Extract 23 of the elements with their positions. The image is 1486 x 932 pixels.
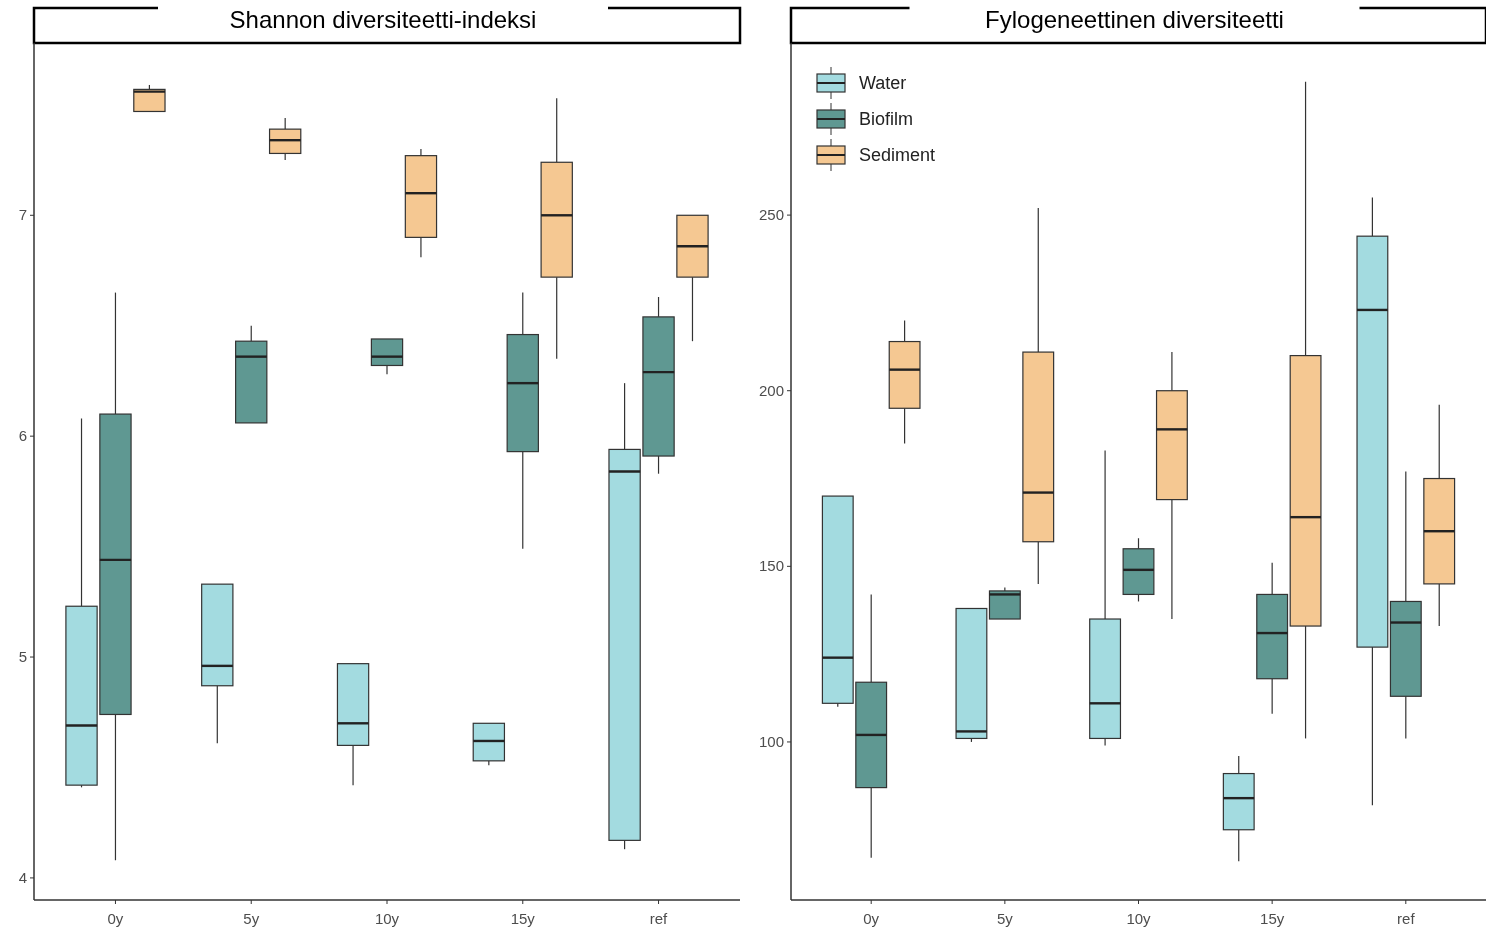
x-tick-label: 0y	[107, 910, 124, 927]
legend-label: Sediment	[859, 145, 936, 165]
y-tick-label: 200	[758, 381, 784, 399]
x-tick-label: 15y	[510, 910, 536, 927]
y-tick-label: 6	[18, 427, 27, 445]
y-tick-label: 5	[18, 648, 27, 666]
x-tick-label: 15y	[1260, 910, 1285, 927]
x-tick-label: 0y	[863, 910, 880, 927]
y-tick-label: 7	[18, 206, 27, 224]
legend-label: Biofilm	[859, 109, 914, 129]
x-tick-label: 5y	[996, 910, 1014, 927]
chart-title: Fylogeneettinen diversiteetti	[985, 6, 1284, 33]
y-tick-label: 4	[18, 868, 27, 886]
legend-label: Water	[859, 73, 907, 93]
x-tick-label: 10y	[374, 910, 400, 927]
x-tick-label: ref	[649, 910, 669, 927]
x-tick-label: ref	[1397, 910, 1416, 927]
x-tick-label: 10y	[1126, 910, 1152, 927]
chart-title: Shannon diversiteetti-indeksi	[229, 6, 537, 33]
y-tick-label: 100	[758, 732, 784, 750]
y-tick-label: 150	[758, 557, 784, 575]
y-tick-label: 250	[758, 206, 784, 224]
x-tick-label: 5y	[243, 910, 260, 927]
